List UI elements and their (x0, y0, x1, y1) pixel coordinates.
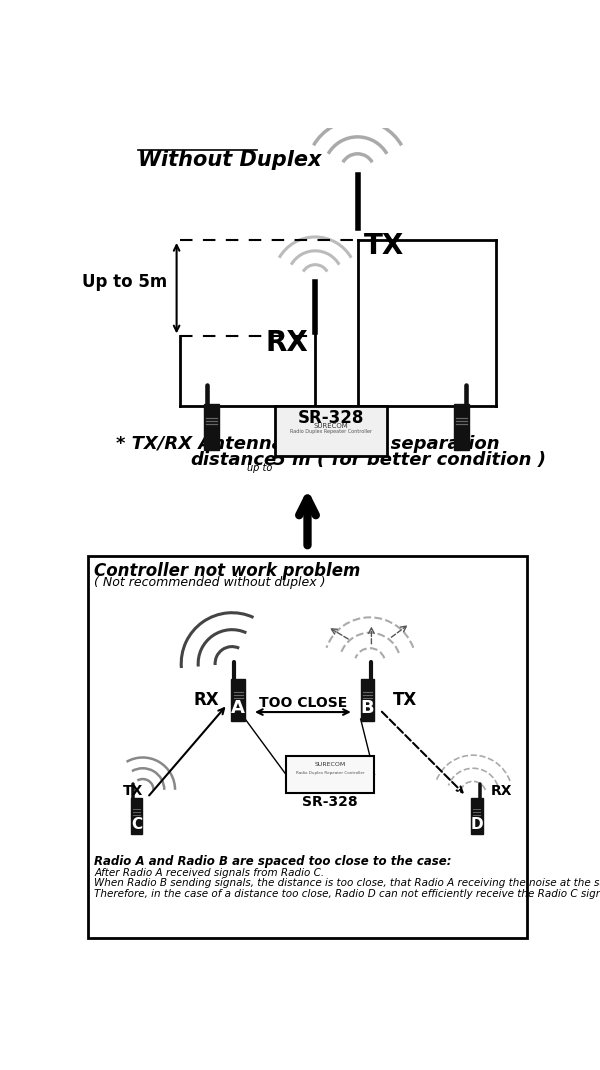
Polygon shape (454, 403, 469, 450)
Text: SR-328: SR-328 (298, 410, 364, 427)
Polygon shape (203, 403, 219, 450)
Text: Without Duplex: Without Duplex (138, 150, 322, 170)
FancyBboxPatch shape (286, 755, 374, 793)
Text: SURECOM: SURECOM (314, 762, 346, 767)
Text: Radio A and Radio B are spaced too close to the case:: Radio A and Radio B are spaced too close… (94, 855, 452, 868)
Text: RX: RX (491, 784, 512, 798)
Text: distance: distance (190, 450, 277, 469)
Polygon shape (231, 679, 245, 721)
Text: 5 m ( for better condition ): 5 m ( for better condition ) (268, 450, 547, 469)
Text: SURECOM: SURECOM (314, 423, 349, 429)
Text: Radio Duplex Repeater Controller: Radio Duplex Repeater Controller (296, 771, 365, 776)
Text: C: C (131, 817, 142, 832)
Text: Up to 5m: Up to 5m (82, 273, 167, 291)
Text: After Radio A received signals from Radio C.: After Radio A received signals from Radi… (94, 868, 325, 877)
Text: Controller not work problem: Controller not work problem (94, 562, 361, 580)
Text: SR-328: SR-328 (302, 795, 358, 809)
Text: up to: up to (247, 463, 273, 473)
Text: A: A (231, 700, 245, 718)
Text: ( Not recommended without duplex ): ( Not recommended without duplex ) (94, 576, 326, 589)
Text: Therefore, in the case of a distance too close, Radio D can not efficiently rece: Therefore, in the case of a distance too… (94, 889, 600, 899)
Text: D: D (470, 817, 483, 832)
Text: TX: TX (392, 691, 416, 708)
Text: RX: RX (265, 328, 308, 356)
Text: When Radio B sending signals, the distance is too close, that Radio A receiving : When Radio B sending signals, the distan… (94, 878, 600, 888)
Text: B: B (361, 700, 374, 718)
Text: TOO CLOSE: TOO CLOSE (259, 696, 347, 709)
Text: TX: TX (364, 232, 404, 260)
Polygon shape (131, 798, 142, 835)
Text: TX: TX (122, 784, 143, 798)
FancyBboxPatch shape (88, 555, 527, 938)
Text: Radio Duplex Repeater Controller: Radio Duplex Repeater Controller (290, 429, 372, 433)
Text: RX: RX (193, 691, 218, 708)
Polygon shape (361, 679, 374, 721)
Polygon shape (471, 798, 483, 835)
FancyBboxPatch shape (275, 406, 387, 456)
Text: * TX/RX Antenna minimum separation: * TX/RX Antenna minimum separation (116, 435, 499, 454)
